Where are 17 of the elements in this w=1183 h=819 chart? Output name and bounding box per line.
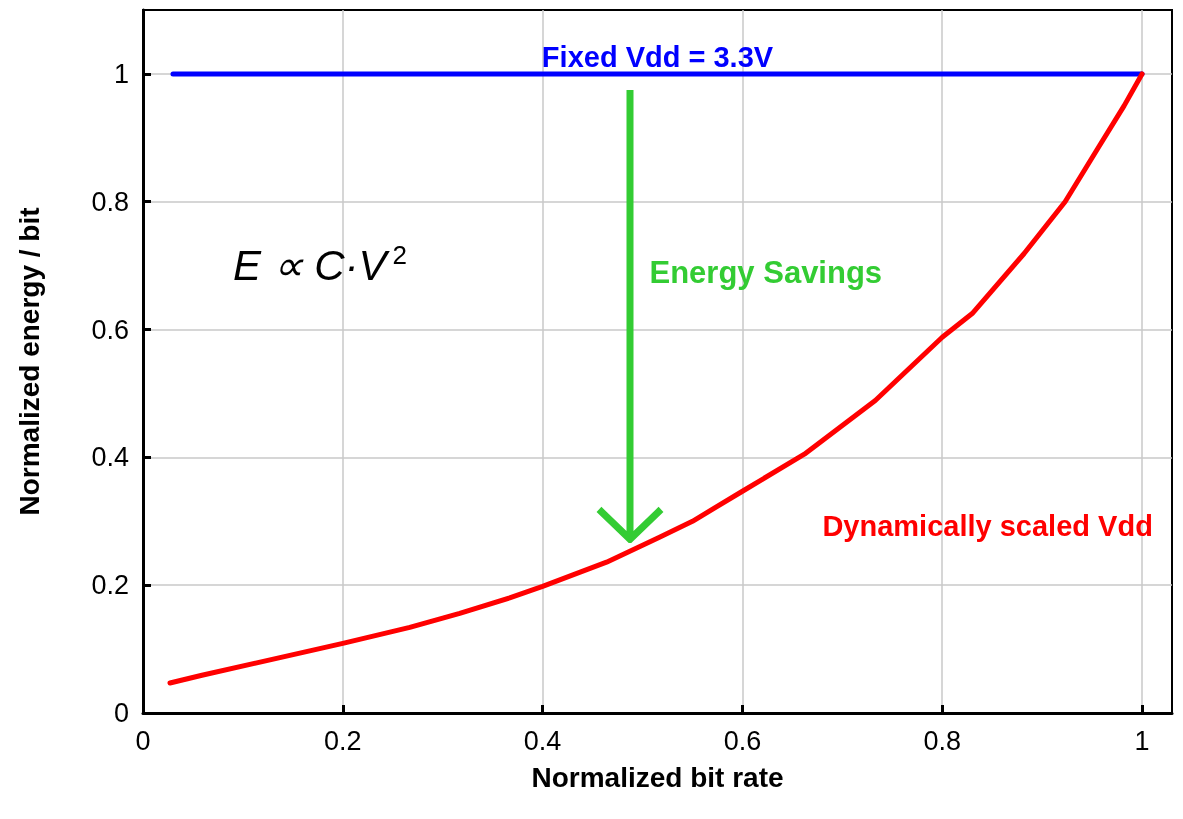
x-tick-label: 0.6 (723, 725, 762, 756)
y-tick-label: 0 (113, 698, 129, 728)
x-tick-label: 1 (1134, 725, 1150, 756)
y-axis-title: Normalized energy / bit (13, 207, 45, 516)
x-axis-title: Normalized bit rate (531, 761, 784, 793)
y-tick-label: 0.2 (91, 570, 129, 601)
x-tick-label: 0.2 (324, 725, 362, 756)
y-tick-label: 0.6 (91, 314, 129, 345)
annotation: Energy Savings (649, 254, 883, 290)
y-tick-label: 0.8 (91, 186, 129, 217)
x-tick-label: 0.8 (923, 725, 961, 756)
x-tick-label: 0.4 (523, 725, 562, 756)
y-tick-label: 0.4 (91, 442, 129, 473)
x-tick-label: 0 (135, 725, 151, 756)
series-label: Fixed Vdd = 3.3V (541, 41, 774, 74)
y-tick-label: 1 (113, 58, 129, 89)
series-label: Dynamically scaled Vdd (822, 509, 1153, 542)
